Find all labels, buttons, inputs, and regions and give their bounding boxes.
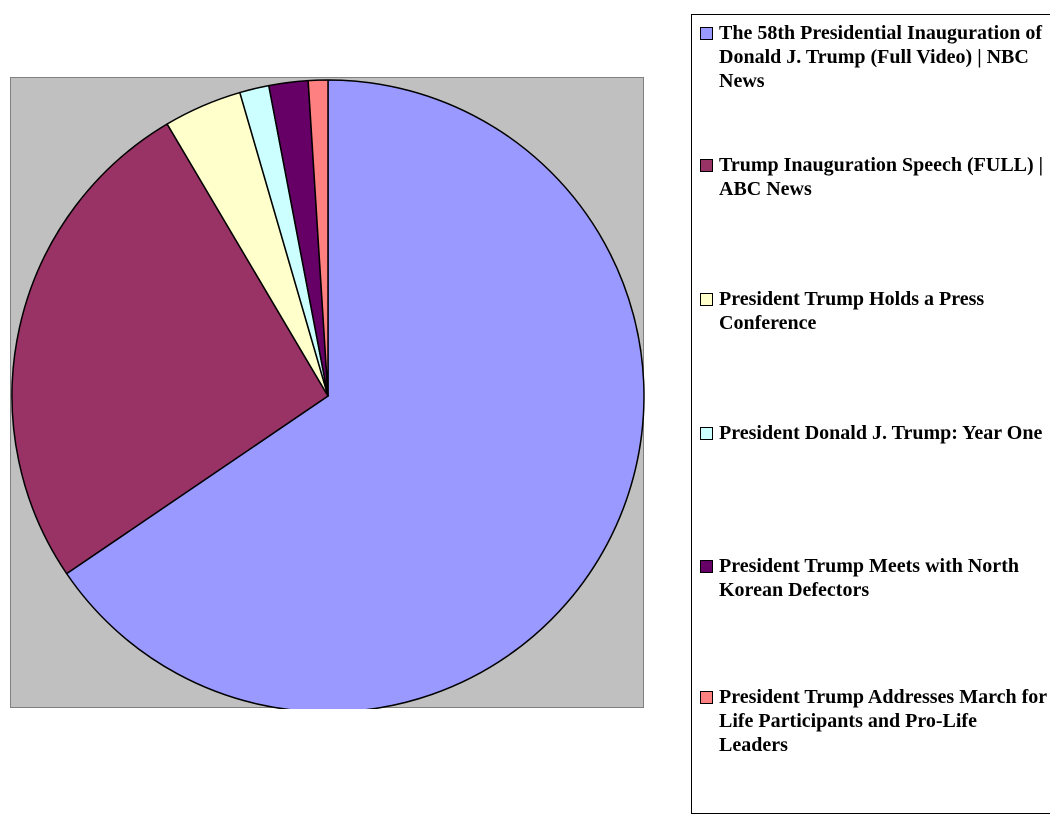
- legend-swatch: [700, 159, 713, 172]
- pie-chart: [11, 79, 645, 709]
- legend-label: Trump Inauguration Speech (FULL) | ABC N…: [719, 154, 1044, 200]
- legend-entry-0: The 58th Presidential Inauguration of Do…: [700, 21, 1050, 93]
- plot-area: [10, 77, 645, 709]
- legend-entry-5: President Trump Addresses March for Life…: [700, 685, 1050, 757]
- legend-label: President Trump Meets with North Korean …: [719, 555, 1019, 601]
- legend-entry-3: President Donald J. Trump: Year One: [700, 421, 1050, 445]
- legend-entry-4: President Trump Meets with North Korean …: [700, 554, 1050, 602]
- pie-slice-1: [11, 123, 329, 575]
- legend-label: President Donald J. Trump: Year One: [719, 422, 1043, 444]
- legend: The 58th Presidential Inauguration of Do…: [691, 14, 1050, 814]
- legend-label: President Trump Holds a Press Conference: [719, 288, 985, 334]
- legend-swatch: [700, 560, 713, 573]
- legend-entry-2: President Trump Holds a Press Conference: [700, 287, 1050, 335]
- legend-swatch: [700, 27, 713, 40]
- pie-slice-0: [65, 79, 645, 709]
- pie-slice-5: [307, 79, 329, 397]
- legend-swatch: [700, 427, 713, 440]
- legend-label: President Trump Addresses March for Life…: [719, 686, 1047, 756]
- legend-swatch: [700, 293, 713, 306]
- legend-label: The 58th Presidential Inauguration of Do…: [719, 22, 1042, 92]
- legend-swatch: [700, 691, 713, 704]
- legend-entry-1: Trump Inauguration Speech (FULL) | ABC N…: [700, 153, 1050, 201]
